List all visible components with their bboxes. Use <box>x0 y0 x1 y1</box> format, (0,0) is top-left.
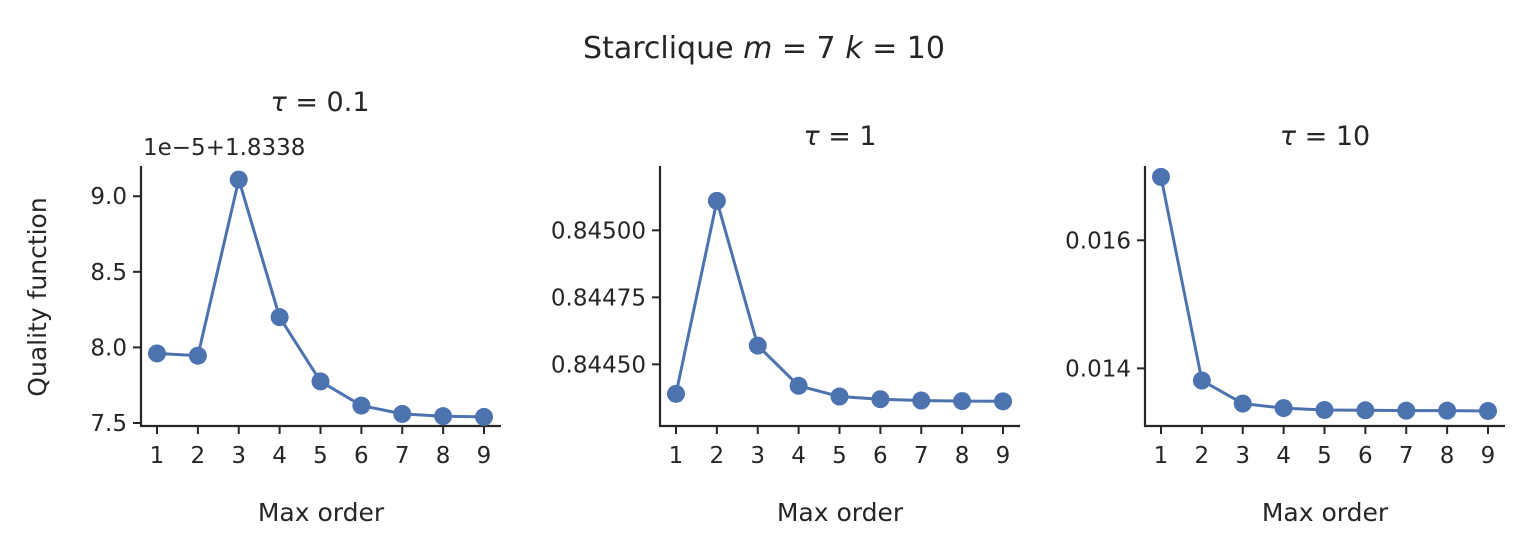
data-point <box>311 372 330 391</box>
x-tick-label: 3 <box>750 443 765 469</box>
series-line <box>1159 176 1489 413</box>
x-tick-label: 3 <box>231 443 246 469</box>
data-point <box>994 392 1012 411</box>
data-point <box>1233 394 1252 413</box>
series-line <box>674 200 1004 403</box>
data-point <box>1192 371 1211 390</box>
x-tick-label: 6 <box>873 443 888 469</box>
x-tick-label: 4 <box>272 443 287 469</box>
data-point <box>475 407 493 426</box>
data-point <box>871 390 890 409</box>
data-point <box>1152 167 1170 186</box>
subplot-title: τ = 10 <box>1280 121 1370 152</box>
data-point <box>270 308 289 327</box>
data-point <box>1397 401 1416 420</box>
data-point <box>748 336 767 355</box>
x-tick-label: 9 <box>477 443 492 469</box>
data-point <box>434 407 453 426</box>
x-tick-label: 5 <box>1317 443 1332 469</box>
x-tick-label: 8 <box>1440 443 1455 469</box>
x-tick-label: 3 <box>1235 443 1250 469</box>
x-tick-label: 8 <box>955 443 970 469</box>
x-tick-label: 8 <box>436 443 451 469</box>
data-point <box>393 404 412 423</box>
x-axis-label: Max order <box>258 498 385 527</box>
y-tick-label: 0.84500 <box>551 218 646 244</box>
y-tick-label: 7.5 <box>90 411 127 437</box>
data-point <box>229 170 248 189</box>
x-tick-label: 9 <box>996 443 1011 469</box>
y-tick-label: 8.0 <box>90 335 127 361</box>
y-offset-label: 1e−5+1.8338 <box>143 135 305 161</box>
x-tick-label: 1 <box>669 443 684 469</box>
x-tick-label: 4 <box>1276 443 1291 469</box>
x-axis-label: Max order <box>1262 498 1389 527</box>
y-tick-label: 0.016 <box>1065 228 1131 254</box>
x-tick-label: 1 <box>150 443 165 469</box>
figure-title: Starclique m = 7 k = 10 <box>583 31 945 66</box>
data-point <box>667 384 685 403</box>
x-tick-label: 5 <box>832 443 847 469</box>
data-point <box>148 344 166 363</box>
data-point <box>953 392 972 411</box>
y-tick-label: 0.84450 <box>551 352 646 378</box>
data-point <box>1315 400 1334 419</box>
data-point <box>1479 401 1497 420</box>
x-tick-label: 7 <box>395 443 410 469</box>
y-axis-label: Quality function <box>23 197 52 396</box>
x-tick-label: 2 <box>1195 443 1210 469</box>
data-point <box>188 346 207 365</box>
x-tick-label: 9 <box>1481 443 1496 469</box>
x-tick-label: 6 <box>354 443 369 469</box>
x-tick-label: 2 <box>710 443 725 469</box>
data-point <box>707 191 726 210</box>
x-tick-label: 5 <box>313 443 328 469</box>
x-tick-label: 7 <box>1399 443 1414 469</box>
data-point <box>912 391 931 410</box>
y-tick-label: 0.014 <box>1065 356 1131 382</box>
x-axis-label: Max order <box>777 498 904 527</box>
data-point <box>1438 401 1457 420</box>
x-tick-label: 4 <box>791 443 806 469</box>
y-tick-label: 9.0 <box>90 184 127 210</box>
data-point <box>830 387 849 406</box>
data-point <box>352 396 371 415</box>
subplot-tau-0-1: τ = 0.1 1e−5+1.8338 Quality function Max… <box>23 87 501 527</box>
x-tick-label: 2 <box>191 443 206 469</box>
x-tick-label: 1 <box>1154 443 1169 469</box>
data-point <box>1274 399 1293 418</box>
subplot-tau-10: τ = 10 Max order 1 2 3 4 5 6 7 8 9 0.014 0.016 <box>1065 121 1505 527</box>
subplot-tau-1: τ = 1 Max order 1 2 3 4 5 6 7 8 9 0.84450 0.84475 0… <box>551 121 1020 527</box>
data-point <box>1356 401 1375 420</box>
y-tick-label: 8.5 <box>90 260 127 286</box>
subplot-title: τ = 1 <box>803 121 876 152</box>
data-point <box>789 376 808 395</box>
x-tick-label: 7 <box>914 443 929 469</box>
subplot-title: τ = 0.1 <box>271 87 370 118</box>
x-tick-label: 6 <box>1358 443 1373 469</box>
y-tick-label: 0.84475 <box>551 285 646 311</box>
